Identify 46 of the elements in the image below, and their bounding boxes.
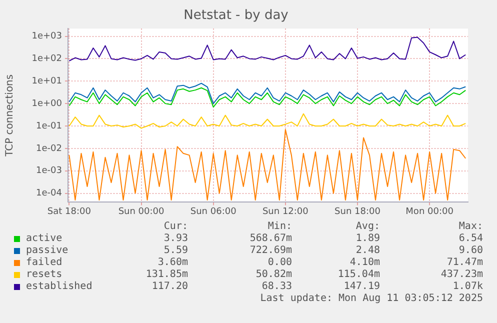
- x-tick-label: Sun 12:00: [262, 206, 309, 217]
- text: 50.82m: [256, 269, 292, 281]
- y-axis-title: TCP connections: [4, 74, 16, 158]
- text: Last update: Mon Aug 11 03:05:12 2025: [260, 293, 483, 305]
- x-tick-label: Sun 06:00: [190, 206, 237, 217]
- y-tick-label: 1e-04: [36, 188, 62, 199]
- text: 115.04m: [338, 269, 380, 281]
- x-tick-label: Sun 18:00: [334, 206, 381, 217]
- text: 68.33: [262, 281, 292, 293]
- text: 1.89: [356, 233, 380, 245]
- text: 6.54: [458, 233, 483, 245]
- legend-label: resets: [26, 269, 62, 281]
- x-tick-label: Sun 00:00: [118, 206, 165, 217]
- text: 4.10m: [350, 257, 380, 269]
- text: Avg:: [356, 221, 380, 233]
- y-tick-label: 1e-02: [36, 144, 62, 154]
- text: Min:: [268, 221, 292, 233]
- legend-label: established: [26, 281, 92, 293]
- text: 3.60m: [158, 257, 188, 269]
- legend-label: active: [26, 233, 62, 245]
- x-tick-label: Sat 18:00: [47, 206, 92, 217]
- y-tick-label: 1e+01: [32, 76, 62, 86]
- chart-title: Netstat - by day: [184, 8, 289, 24]
- y-tick-label: 1e-03: [36, 166, 62, 176]
- text: 71.47m: [446, 257, 483, 269]
- y-tick-label: 1e-01: [36, 121, 62, 132]
- text: 117.20: [152, 281, 188, 293]
- text: 9.60: [458, 245, 483, 257]
- legend-label: failed: [26, 257, 62, 269]
- text: 1.07k: [452, 281, 483, 293]
- y-tick-label: 1e+00: [32, 98, 62, 109]
- text: 5.59: [164, 245, 188, 257]
- x-tick-label: Mon 00:00: [406, 206, 454, 217]
- text: 0.00: [268, 257, 292, 269]
- text: 568.67m: [250, 233, 292, 245]
- text: 131.85m: [146, 269, 188, 281]
- text: 2.48: [356, 245, 380, 257]
- text: Cur:: [164, 221, 188, 233]
- text: 437.23m: [440, 269, 483, 281]
- text: 3.93: [164, 233, 188, 245]
- y-tick-label: 1e+02: [32, 54, 62, 64]
- text: Max:: [458, 221, 483, 233]
- text: 147.19: [344, 281, 380, 293]
- legend-label: passive: [26, 245, 68, 257]
- y-tick-label: 1e+03: [32, 32, 62, 42]
- text: 722.69m: [250, 245, 292, 257]
